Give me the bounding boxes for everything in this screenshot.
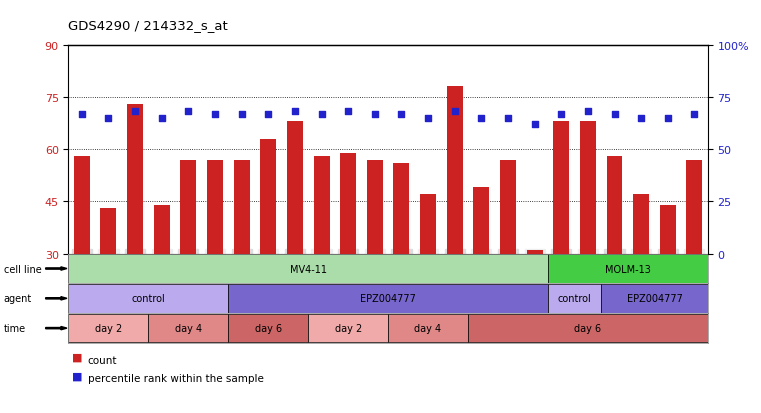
- Text: control: control: [132, 294, 165, 304]
- Point: [368, 111, 380, 118]
- Point: [129, 109, 142, 116]
- Bar: [287, 122, 303, 254]
- Bar: [473, 188, 489, 254]
- Bar: [228, 314, 308, 343]
- Point: [661, 115, 674, 122]
- Text: day 2: day 2: [335, 323, 361, 333]
- Bar: [340, 153, 356, 254]
- Text: EPZ004777: EPZ004777: [626, 294, 683, 304]
- Point: [262, 111, 274, 118]
- Bar: [420, 195, 436, 254]
- Bar: [393, 164, 409, 254]
- Bar: [548, 284, 601, 313]
- Bar: [308, 314, 388, 343]
- Point: [502, 115, 514, 122]
- Bar: [68, 284, 228, 313]
- Bar: [367, 160, 383, 254]
- Text: ■: ■: [72, 352, 83, 362]
- Bar: [607, 157, 622, 254]
- Bar: [580, 122, 596, 254]
- Bar: [500, 160, 516, 254]
- Text: day 6: day 6: [575, 323, 601, 333]
- Text: percentile rank within the sample: percentile rank within the sample: [88, 373, 263, 383]
- Text: control: control: [558, 294, 591, 304]
- Bar: [68, 314, 148, 343]
- Point: [475, 115, 487, 122]
- Bar: [260, 139, 276, 254]
- Point: [555, 111, 567, 118]
- Bar: [601, 284, 708, 313]
- Text: day 4: day 4: [415, 323, 441, 333]
- Bar: [74, 157, 90, 254]
- Text: GDS4290 / 214332_s_at: GDS4290 / 214332_s_at: [68, 19, 228, 31]
- Point: [342, 109, 354, 116]
- Bar: [154, 205, 170, 254]
- Text: agent: agent: [4, 294, 32, 304]
- Bar: [234, 160, 250, 254]
- Point: [422, 115, 434, 122]
- Bar: [388, 314, 468, 343]
- Bar: [686, 160, 702, 254]
- Bar: [127, 104, 143, 254]
- Text: ■: ■: [72, 370, 83, 380]
- Point: [102, 115, 114, 122]
- Point: [528, 121, 540, 128]
- Text: day 2: day 2: [95, 323, 122, 333]
- Text: EPZ004777: EPZ004777: [360, 294, 416, 304]
- Bar: [207, 160, 223, 254]
- Point: [236, 111, 248, 118]
- Point: [315, 111, 327, 118]
- Point: [75, 111, 88, 118]
- Text: day 6: day 6: [255, 323, 282, 333]
- Point: [209, 111, 221, 118]
- Text: count: count: [88, 355, 117, 365]
- Text: time: time: [4, 323, 26, 333]
- Bar: [553, 122, 569, 254]
- Point: [396, 111, 408, 118]
- Bar: [100, 209, 116, 254]
- Bar: [180, 160, 196, 254]
- Point: [182, 109, 194, 116]
- Point: [155, 115, 167, 122]
- Point: [635, 115, 647, 122]
- Point: [581, 109, 594, 116]
- Bar: [660, 205, 676, 254]
- Text: day 4: day 4: [175, 323, 202, 333]
- Text: MV4-11: MV4-11: [290, 264, 326, 274]
- Bar: [527, 251, 543, 254]
- Point: [289, 109, 301, 116]
- Bar: [68, 254, 548, 283]
- Bar: [548, 254, 708, 283]
- Bar: [633, 195, 649, 254]
- Point: [688, 111, 700, 118]
- Text: cell line: cell line: [4, 264, 42, 274]
- Point: [608, 111, 620, 118]
- Text: MOLM-13: MOLM-13: [605, 264, 651, 274]
- Bar: [148, 314, 228, 343]
- Bar: [314, 157, 330, 254]
- Point: [449, 109, 461, 116]
- Bar: [228, 284, 548, 313]
- Bar: [447, 87, 463, 254]
- Bar: [468, 314, 708, 343]
